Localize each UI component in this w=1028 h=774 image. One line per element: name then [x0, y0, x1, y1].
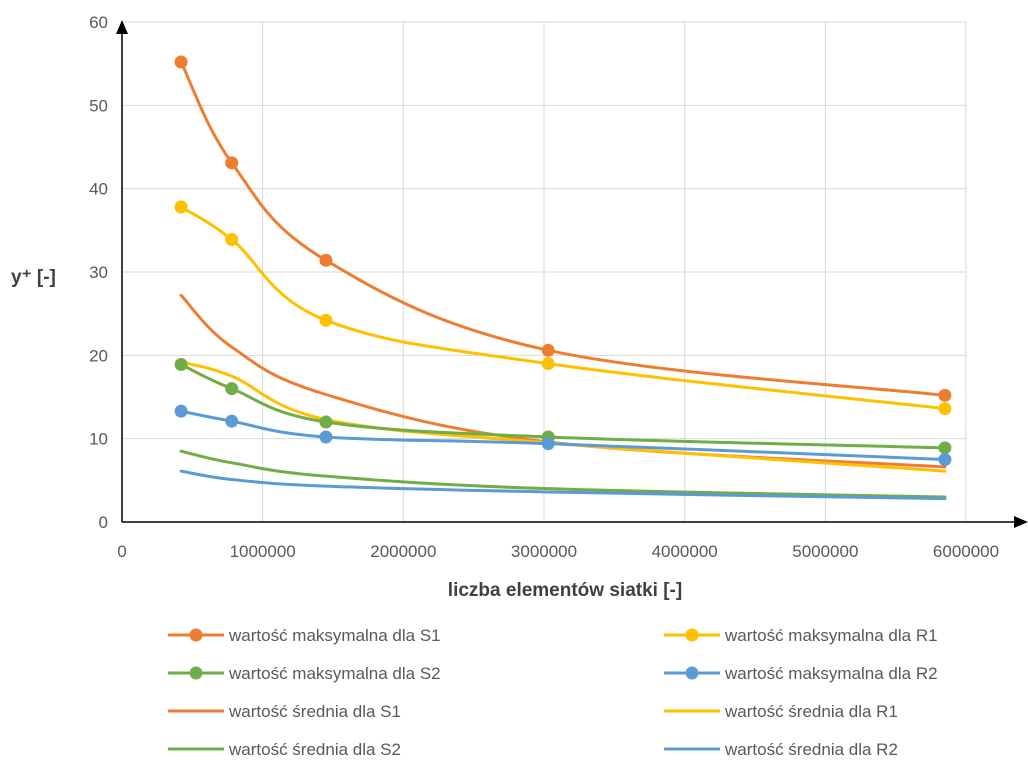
data-point — [938, 441, 952, 455]
data-point — [938, 453, 952, 466]
x-tick-label: 5000000 — [792, 542, 858, 561]
series-lines — [174, 55, 952, 501]
series-line — [179, 293, 947, 469]
legend-marker — [685, 666, 699, 680]
legend-marker — [189, 628, 203, 642]
legend-label: wartość średnia dla R2 — [724, 740, 898, 759]
axes — [116, 20, 1028, 528]
data-point — [225, 414, 239, 428]
legend-label: wartość maksymalna dla R1 — [724, 626, 938, 645]
data-point — [319, 313, 333, 327]
data-point — [225, 156, 239, 170]
data-point — [319, 430, 333, 444]
x-tick-label: 3000000 — [511, 542, 577, 561]
data-point — [174, 358, 188, 371]
legend-label: wartość średnia dla S1 — [228, 702, 401, 721]
data-point — [541, 357, 555, 371]
y-axis-title: y⁺ [-] — [11, 267, 56, 288]
x-tick-label: 0 — [117, 542, 126, 561]
tick-labels: 0 10 20 30 40 50 60 0 1000000 2000000 3000000 40000… — [89, 13, 999, 561]
data-point — [225, 233, 239, 246]
y-tick-label: 20 — [89, 346, 108, 365]
x-tick-label: 1000000 — [230, 542, 296, 561]
x-axis-arrow — [1014, 516, 1028, 528]
data-point — [541, 437, 555, 451]
y-tick-label: 10 — [89, 430, 108, 449]
legend-label: wartość średnia dla S2 — [228, 740, 401, 759]
x-tick-label: 6000000 — [933, 542, 999, 561]
data-point — [319, 253, 333, 267]
data-point — [938, 402, 952, 416]
data-point — [174, 200, 188, 214]
series-line — [179, 469, 947, 501]
x-axis-title: liczba elementów siatki [-] — [448, 580, 682, 601]
y-tick-label: 30 — [89, 263, 108, 282]
y-tick-label: 60 — [89, 13, 108, 32]
series-line — [179, 449, 947, 499]
series-line — [179, 409, 947, 461]
y-tick-label: 40 — [89, 180, 108, 199]
data-point — [319, 415, 333, 429]
series-line — [179, 205, 947, 411]
x-tick-label: 4000000 — [652, 542, 718, 561]
legend-label: wartość maksymalna dla S2 — [228, 664, 441, 683]
data-point — [541, 343, 555, 357]
data-point — [174, 404, 188, 418]
y-tick-label: 50 — [89, 96, 108, 115]
legend-marker — [189, 666, 203, 680]
legend: wartość maksymalna dla S1 wartość maksyma… — [168, 626, 938, 759]
y-tick-label: 0 — [99, 513, 108, 532]
legend-label: wartość maksymalna dla R2 — [724, 664, 938, 683]
legend-label: wartość średnia dla R1 — [724, 702, 898, 721]
data-point — [174, 55, 188, 69]
y-axis-arrow — [116, 20, 128, 34]
data-point — [938, 388, 952, 402]
legend-label: wartość maksymalna dla S1 — [228, 626, 441, 645]
data-point — [225, 382, 239, 396]
series-line — [179, 60, 947, 397]
x-tick-label: 2000000 — [370, 542, 436, 561]
legend-marker — [685, 628, 699, 642]
